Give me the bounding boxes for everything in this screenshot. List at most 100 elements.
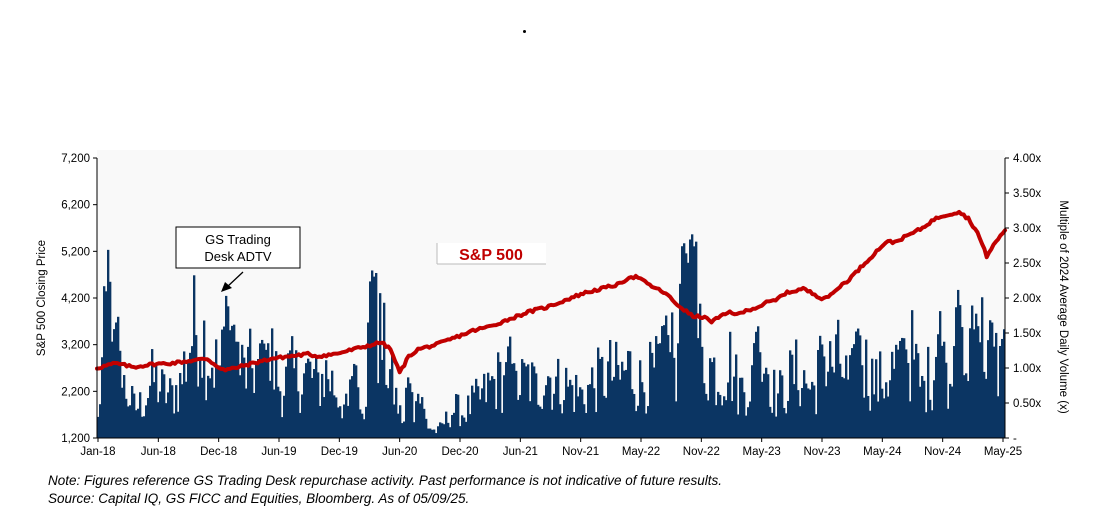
- adtv-bar: [135, 410, 138, 438]
- adtv-bar: [517, 399, 520, 438]
- adtv-bar: [911, 310, 914, 438]
- adtv-bar: [301, 394, 304, 438]
- adtv-bar: [389, 369, 392, 438]
- adtv-bar: [981, 297, 984, 438]
- adtv-bar: [763, 373, 766, 438]
- adtv-bar: [625, 369, 628, 438]
- adtv-bar: [197, 386, 200, 438]
- adtv-bar: [115, 322, 118, 438]
- adtv-bar: [443, 424, 446, 438]
- adtv-bar: [541, 408, 544, 438]
- adtv-bar: [195, 335, 198, 438]
- adtv-bar: [461, 415, 464, 438]
- adtv-bar: [819, 335, 822, 438]
- adtv-bar: [853, 344, 856, 438]
- adtv-bar: [387, 388, 390, 438]
- adtv-bar: [537, 404, 540, 438]
- adtv-bar: [121, 387, 124, 438]
- adtv-bar: [155, 365, 158, 438]
- adtv-bar: [325, 360, 328, 438]
- adtv-bar: [733, 376, 736, 438]
- adtv-bar: [119, 350, 122, 438]
- adtv-bar: [485, 402, 488, 438]
- adtv-bar: [645, 413, 648, 438]
- adtv-bar: [809, 389, 812, 438]
- adtv-bar: [131, 386, 134, 438]
- adtv-bar: [717, 391, 720, 438]
- adtv-bar: [171, 385, 174, 438]
- adtv-bar: [299, 412, 302, 438]
- adtv-bar: [303, 373, 306, 438]
- adtv-bar: [123, 375, 126, 438]
- adtv-bar: [137, 408, 140, 438]
- adtv-bar: [523, 362, 526, 438]
- adtv-bar: [735, 354, 738, 438]
- left-axis-title: S&P 500 Closing Price: [36, 240, 48, 356]
- adtv-bar: [521, 359, 524, 438]
- adtv-bar: [829, 341, 832, 438]
- adtv-bar: [399, 405, 402, 438]
- adtv-bar: [215, 339, 218, 438]
- right-tick-label: 1.00x: [1013, 363, 1041, 375]
- adtv-bar: [371, 270, 374, 438]
- adtv-bar: [997, 396, 1000, 438]
- adtv-bar: [529, 401, 532, 438]
- adtv-bar: [927, 346, 930, 438]
- adtv-bar: [289, 350, 292, 438]
- adtv-bar: [991, 322, 994, 438]
- adtv-bar: [757, 326, 760, 438]
- adtv-bar: [183, 351, 186, 438]
- adtv-bar: [785, 413, 788, 438]
- adtv-bar: [433, 429, 436, 438]
- adtv-bar: [851, 348, 854, 438]
- adtv-bar: [365, 406, 368, 438]
- adtv-bar: [659, 343, 662, 438]
- adtv-bar: [309, 361, 312, 438]
- adtv-bar: [553, 393, 556, 438]
- adtv-bar: [509, 336, 512, 438]
- x-tick-label: May-23: [742, 446, 780, 458]
- adtv-bar: [657, 343, 660, 438]
- adtv-bar: [699, 303, 702, 438]
- callout-line-1: GS Trading: [205, 232, 271, 247]
- adtv-bar: [573, 411, 576, 438]
- adtv-bar: [673, 357, 676, 438]
- adtv-bar: [379, 293, 382, 438]
- adtv-bar: [603, 395, 606, 438]
- adtv-bar: [165, 403, 168, 438]
- adtv-bar: [775, 416, 778, 438]
- adtv-bar: [459, 426, 462, 438]
- adtv-bar: [413, 422, 416, 438]
- adtv-bar: [401, 423, 404, 438]
- adtv-bar: [449, 427, 452, 438]
- adtv-bar: [941, 345, 944, 438]
- adtv-bar: [391, 352, 394, 438]
- right-tick-label: 2.50x: [1013, 258, 1041, 270]
- adtv-bar: [555, 376, 558, 438]
- adtv-bar: [811, 381, 814, 438]
- adtv-bar: [147, 398, 150, 438]
- adtv-bar: [909, 401, 912, 438]
- adtv-bar: [587, 384, 590, 438]
- adtv-bar: [929, 399, 932, 438]
- adtv-bar: [903, 338, 906, 438]
- adtv-bar: [701, 346, 704, 438]
- adtv-bar: [743, 392, 746, 438]
- adtv-bar: [705, 393, 708, 438]
- adtv-bar: [349, 379, 352, 438]
- x-tick-label: Nov-23: [803, 446, 840, 458]
- adtv-bar: [685, 253, 688, 438]
- adtv-bar: [193, 275, 196, 438]
- adtv-bar: [797, 390, 800, 438]
- adtv-bar: [213, 387, 216, 438]
- adtv-bar: [845, 355, 848, 438]
- adtv-bar: [157, 402, 160, 438]
- adtv-bar: [899, 340, 902, 438]
- adtv-bar: [337, 407, 340, 438]
- adtv-bar: [807, 388, 810, 438]
- adtv-bar: [169, 378, 172, 438]
- adtv-bar: [453, 412, 456, 438]
- adtv-bar: [167, 392, 170, 438]
- adtv-bar: [409, 383, 412, 438]
- adtv-bar: [691, 234, 694, 438]
